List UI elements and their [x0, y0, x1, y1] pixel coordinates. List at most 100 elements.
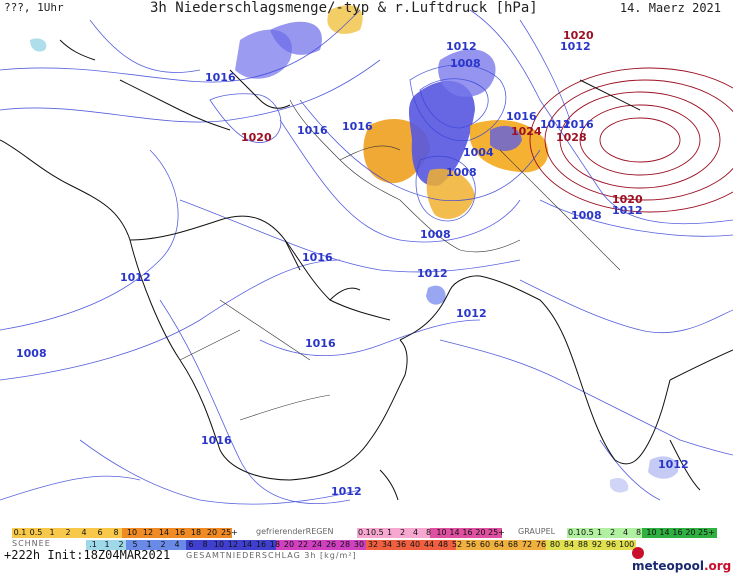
isobar-label: 1012	[120, 271, 151, 284]
legend-value: 56	[465, 540, 477, 549]
legend-value: 10	[436, 528, 447, 537]
precipitation-areas	[30, 5, 679, 493]
borders	[179, 99, 621, 421]
isobar-label: 1016	[302, 251, 333, 264]
isobar-label: 1008	[450, 57, 481, 70]
legend-value: 26	[325, 540, 337, 549]
legend-value: 10	[126, 528, 138, 537]
legend-value: 8	[425, 528, 432, 537]
legend-frz-label: gefrierenderREGEN	[256, 527, 334, 536]
legend-total-bar	[86, 540, 636, 550]
meteopool-logo-icon	[632, 546, 644, 559]
legend-value: 0.5	[29, 528, 43, 537]
isobar-label: 1012	[456, 307, 487, 320]
legend-value: 14	[158, 528, 170, 537]
isobar-label: 1012	[612, 204, 643, 217]
forecast-date: 14. Maerz 2021	[619, 1, 721, 15]
isobar-label: 1016	[305, 337, 336, 350]
legend-value: 2	[160, 540, 166, 549]
legend-value: 18	[269, 540, 281, 549]
legend-value: 8	[202, 540, 208, 549]
isobar-label: 1008	[446, 166, 477, 179]
legend-value: 20	[475, 528, 486, 537]
legend-value: 30	[353, 540, 365, 549]
isobar-label: 1008	[16, 347, 47, 360]
isobar-label: 1024	[511, 125, 542, 138]
legend-value: 1	[386, 528, 393, 537]
legend-value: 20	[206, 528, 218, 537]
legend-value: 10	[646, 528, 657, 537]
isobar-label: 1020	[563, 29, 594, 42]
legend-value: 34	[381, 540, 393, 549]
legend-value: 16	[672, 528, 683, 537]
legend-value: 16	[255, 540, 267, 549]
legend-graupel-label: GRAUPEL	[518, 527, 556, 536]
meteopool-logo[interactable]: meteopool.org	[632, 545, 733, 573]
isobar-label: 1016	[297, 124, 328, 137]
isobar-label: 1016	[506, 110, 537, 123]
legend-value: 28	[339, 540, 351, 549]
logo-text: meteopool	[632, 559, 704, 573]
legend-value: 96	[605, 540, 617, 549]
legend-value: 2	[399, 528, 406, 537]
isobar-label: 1016	[201, 434, 232, 447]
legend-value: 0.1	[13, 528, 27, 537]
legend-value: 60	[479, 540, 491, 549]
legend-value: 16	[462, 528, 473, 537]
legend-value: 12	[227, 540, 239, 549]
legend-value: 10	[213, 540, 225, 549]
legend-value: 5	[132, 540, 138, 549]
legend-value: 14	[449, 528, 460, 537]
legend-value: 6	[97, 528, 103, 537]
legend-graupel-values: 0.1 0.5 1 2 4 8 10 14 16 20 25+	[567, 528, 715, 538]
legend-snow-bar	[12, 528, 232, 538]
legend-value: 1	[104, 540, 110, 549]
legend-value: 25+	[698, 528, 715, 537]
legend-value: 0.1	[568, 528, 581, 537]
isobar-label: 1012	[658, 458, 689, 471]
map-title: 3h Niederschlagsmenge/-typ & r.Luftdruck…	[150, 0, 538, 16]
legend-graupel-bar	[567, 528, 717, 538]
legend-value: 0.5	[581, 528, 594, 537]
legend-value: 22	[297, 540, 309, 549]
legend-value: 4	[412, 528, 419, 537]
legend-frz-bar	[357, 528, 502, 538]
legend-value: 25+	[488, 528, 505, 537]
legend-value: 20	[283, 540, 295, 549]
legend-value: 32	[367, 540, 379, 549]
legend-value: 16	[174, 528, 186, 537]
legend-value: 8	[635, 528, 642, 537]
legend-value: 48	[437, 540, 449, 549]
legend-value: 84	[563, 540, 575, 549]
low-pressure-isobars	[0, 9, 733, 505]
isobar-label: 1016	[342, 120, 373, 133]
legend-snow-label: SCHNEE	[12, 539, 51, 548]
legend-value: 4	[622, 528, 629, 537]
legend-value: 80	[549, 540, 561, 549]
legend-value: 64	[493, 540, 505, 549]
isobar-label: 1012	[417, 267, 448, 280]
legend-frz-values: 0.1 0.5 1 2 4 8 10 14 16 20 25+	[357, 528, 505, 538]
legend-value: 40	[409, 540, 421, 549]
legend-value: 25+	[221, 528, 238, 537]
legend-value: 24	[311, 540, 323, 549]
legend-value: 2	[609, 528, 616, 537]
legend-value: 2	[65, 528, 71, 537]
legend-value: 1	[146, 540, 152, 549]
isobar-label: 1004	[463, 146, 494, 159]
legend-snow-values: 0.1 0.5 1 2 4 6 8 10 12 14 16 18 20 25+	[12, 528, 238, 538]
legend-value: 36	[395, 540, 407, 549]
legend-value: 14	[659, 528, 670, 537]
legend-value: 100	[619, 540, 635, 549]
legend-value: 76	[535, 540, 547, 549]
isobar-label: 1008	[571, 209, 602, 222]
legend-value: 14	[241, 540, 253, 549]
isobar-label: 1008	[420, 228, 451, 241]
header-label-left: ???, 1Uhr	[4, 1, 64, 14]
isobar-label: 1012	[540, 118, 571, 131]
legend-total-label: GESAMTNIEDERSCHLAG 3h [kg/m²]	[186, 551, 357, 560]
legend-value: 0.5	[371, 528, 384, 537]
legend-value: 4	[81, 528, 87, 537]
isobar-label: 1012	[446, 40, 477, 53]
